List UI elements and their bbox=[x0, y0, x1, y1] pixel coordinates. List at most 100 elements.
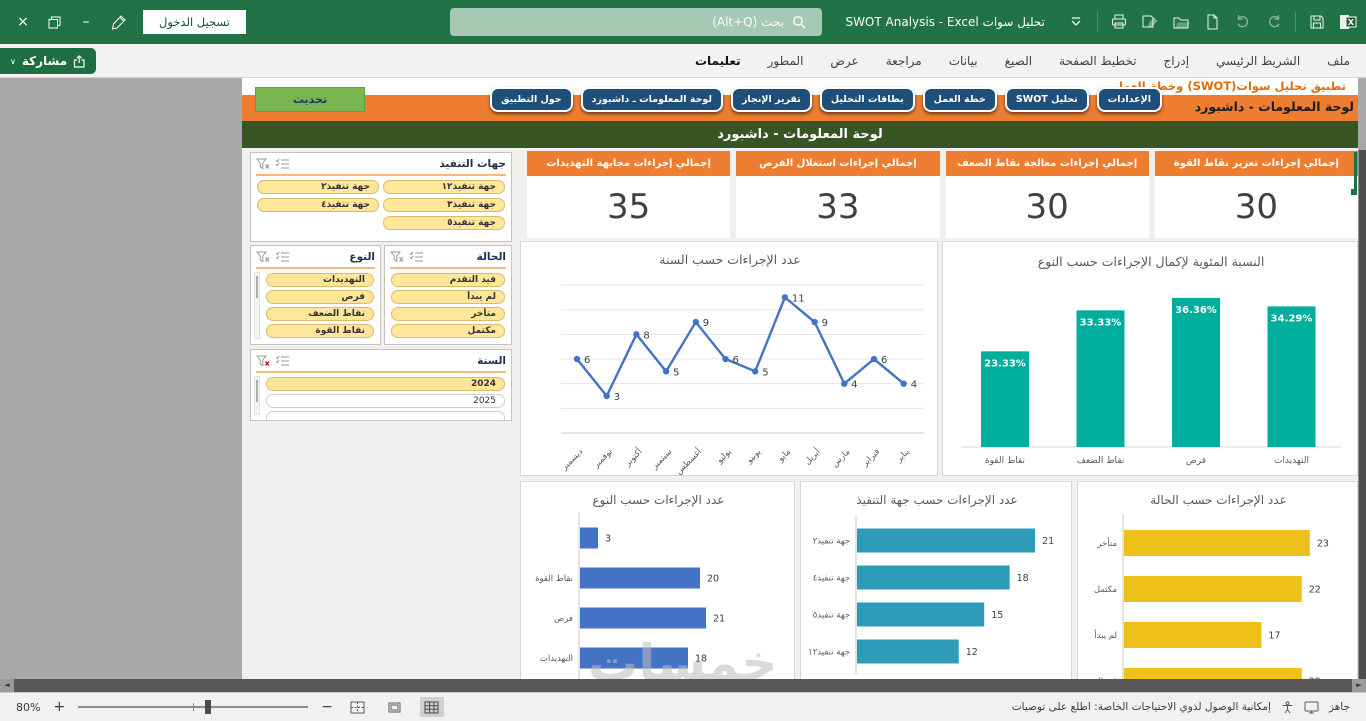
minimize-icon[interactable]: – bbox=[82, 14, 90, 30]
window-controls: × – تسجيل الدخول bbox=[0, 0, 246, 44]
restore-icon[interactable] bbox=[48, 16, 61, 29]
slicer-item[interactable]: جهة تنفيذ٢ bbox=[257, 180, 379, 194]
scroll-left-arrow-icon[interactable]: ◄ bbox=[4, 681, 10, 689]
zoom-slider[interactable] bbox=[78, 700, 309, 714]
nav-button[interactable]: حول التطبيق bbox=[489, 87, 573, 112]
nav-button[interactable]: لوحة المعلومات ـ داشبورد bbox=[580, 87, 723, 112]
slicer-item[interactable]: فرص bbox=[266, 290, 374, 304]
slicer-item[interactable]: قيد التقدم bbox=[391, 273, 505, 287]
slicer-item[interactable] bbox=[266, 411, 505, 420]
search-input[interactable]: بحث (Alt+Q) bbox=[450, 8, 822, 36]
svg-text:التهديدات: التهديدات bbox=[540, 654, 573, 664]
ribbon-tab[interactable]: ملف bbox=[1327, 53, 1350, 68]
svg-text:عدد الإجراءات حسب النوع: عدد الإجراءات حسب النوع bbox=[593, 493, 725, 508]
slicer-scrollbar-thumb[interactable] bbox=[256, 276, 258, 298]
slicer-scrollbar[interactable] bbox=[254, 272, 260, 339]
slicer-title: النوع bbox=[349, 251, 375, 263]
slicer-item[interactable]: التهديدات bbox=[266, 273, 374, 287]
save-icon[interactable] bbox=[1307, 12, 1327, 32]
ribbon-tab[interactable]: تخطيط الصفحة bbox=[1059, 53, 1137, 68]
accessibility-text[interactable]: إمكانية الوصول لذوي الاحتياجات الخاصة: ا… bbox=[1011, 701, 1271, 713]
share-icon bbox=[73, 54, 86, 68]
svg-text:عدد الإجراءات حسب السنة: عدد الإجراءات حسب السنة bbox=[659, 252, 800, 268]
slicer-item[interactable]: نقاط الضعف bbox=[266, 307, 374, 321]
refresh-button[interactable]: تحديث bbox=[255, 87, 365, 112]
chart-actions-by-type: عدد الإجراءات حسب النوع 3 نقاط القوة 20 فرص 2… bbox=[520, 481, 795, 679]
svg-text:5: 5 bbox=[762, 367, 768, 378]
accessibility-icon[interactable] bbox=[1281, 700, 1294, 714]
scrollbar-thumb[interactable] bbox=[14, 679, 1352, 692]
close-icon[interactable]: × bbox=[17, 14, 29, 30]
clear-filter-icon[interactable] bbox=[256, 158, 270, 170]
slicer-header: السنة bbox=[256, 352, 506, 370]
multi-select-icon[interactable] bbox=[275, 251, 289, 263]
nav-button[interactable]: تحليل SWOT bbox=[1004, 87, 1089, 112]
multi-select-icon[interactable] bbox=[275, 355, 289, 367]
slicer-item[interactable]: جهة تنفيذ٣ bbox=[383, 198, 505, 212]
redo-icon[interactable] bbox=[1264, 12, 1284, 32]
normal-view-button[interactable] bbox=[419, 697, 444, 717]
slicer-scrollbar-thumb[interactable] bbox=[256, 380, 258, 402]
kpi-card: إجمالي إجراءات مجابهة التهديدات 35 bbox=[527, 151, 731, 238]
nav-button[interactable]: خطة العمل bbox=[922, 87, 997, 112]
svg-text:18: 18 bbox=[695, 654, 707, 665]
slicer-item[interactable]: متأخر bbox=[391, 307, 505, 321]
ribbon-tab[interactable]: الشريط الرئيسي bbox=[1216, 53, 1301, 68]
zoom-slider-thumb[interactable] bbox=[204, 700, 211, 714]
ribbon-tab[interactable]: المطور bbox=[767, 53, 804, 68]
ribbon-tab[interactable]: مراجعة bbox=[885, 53, 922, 68]
svg-text:مكتمل: مكتمل bbox=[1094, 585, 1117, 595]
ribbon-tab[interactable]: إدراج bbox=[1163, 53, 1190, 68]
slicer-item[interactable]: مكتمل bbox=[391, 324, 505, 338]
svg-text:جهة تنفيذ٤: جهة تنفيذ٤ bbox=[813, 574, 850, 584]
ribbon-tab[interactable]: الصيغ bbox=[1004, 53, 1033, 68]
toolbar-separator bbox=[1097, 12, 1098, 32]
svg-text:التهديدات: التهديدات bbox=[1274, 456, 1309, 466]
horizontal-scrollbar[interactable]: ◄ ► bbox=[0, 679, 1366, 692]
zoom-out-button[interactable]: − bbox=[321, 699, 333, 715]
page-break-preview-button[interactable] bbox=[346, 697, 370, 717]
slicer-item[interactable]: نقاط القوة bbox=[266, 324, 374, 338]
window-title: تحليل سوات SWOT Analysis - Excel bbox=[845, 15, 1045, 29]
vertical-scrollbar[interactable] bbox=[1358, 150, 1366, 679]
slicer-item[interactable]: 2025 bbox=[266, 394, 505, 408]
zoom-in-button[interactable]: + bbox=[53, 699, 66, 715]
slicer-item[interactable]: لم يبدأ bbox=[391, 290, 505, 304]
multi-select-icon[interactable] bbox=[409, 251, 423, 263]
slicer-item[interactable]: جهة تنفيذ٥ bbox=[383, 216, 505, 230]
clear-filter-icon[interactable] bbox=[390, 251, 404, 263]
ribbon-tab[interactable]: عرض bbox=[830, 53, 859, 68]
new-file-icon[interactable] bbox=[1202, 12, 1222, 32]
svg-text:4: 4 bbox=[911, 380, 917, 391]
slicer-item[interactable]: 2024 bbox=[266, 377, 505, 391]
status-bar-left: 80% + − bbox=[16, 693, 444, 721]
cell-selection-handle[interactable] bbox=[1351, 189, 1357, 195]
zoom-level[interactable]: 80% bbox=[16, 700, 41, 714]
nav-button[interactable]: بطاقات التحليل bbox=[819, 87, 915, 112]
slicer-item[interactable]: جهة تنفيذ٤ bbox=[257, 198, 379, 212]
display-settings-icon[interactable] bbox=[1304, 701, 1319, 714]
slicer-scrollbar[interactable] bbox=[254, 376, 260, 415]
share-button[interactable]: مشاركة ∨ bbox=[0, 48, 97, 74]
draw-icon[interactable] bbox=[111, 14, 127, 30]
multi-select-icon[interactable] bbox=[275, 158, 289, 170]
ribbon-tab[interactable]: تعليمات bbox=[694, 53, 741, 68]
customize-toolbar-chevron-icon[interactable] bbox=[1066, 12, 1086, 32]
svg-text:34.29%: 34.29% bbox=[1271, 313, 1313, 324]
save-as-icon[interactable] bbox=[1140, 12, 1160, 32]
scroll-right-arrow-icon[interactable]: ► bbox=[1356, 681, 1362, 689]
open-folder-icon[interactable] bbox=[1171, 12, 1191, 32]
svg-text:نوفمبر: نوفمبر bbox=[591, 447, 615, 471]
svg-text:6: 6 bbox=[733, 355, 739, 366]
nav-button[interactable]: تقرير الإنجاز bbox=[730, 87, 812, 112]
page-layout-view-button[interactable] bbox=[383, 697, 407, 717]
print-icon[interactable] bbox=[1109, 12, 1129, 32]
ribbon-tab[interactable]: بيانات bbox=[948, 53, 978, 68]
signin-button[interactable]: تسجيل الدخول bbox=[143, 10, 246, 34]
slicer-item[interactable]: جهة تنفيذ١٢ bbox=[383, 180, 505, 194]
nav-button[interactable]: الإعدادات bbox=[1096, 87, 1162, 112]
clear-filter-icon[interactable] bbox=[256, 251, 270, 263]
clear-filter-icon[interactable] bbox=[256, 355, 270, 367]
undo-icon[interactable] bbox=[1233, 12, 1253, 32]
chart-completion-percent-by-type: النسبة المئوية لإكمال الإجراءات حسب النو… bbox=[942, 241, 1358, 476]
